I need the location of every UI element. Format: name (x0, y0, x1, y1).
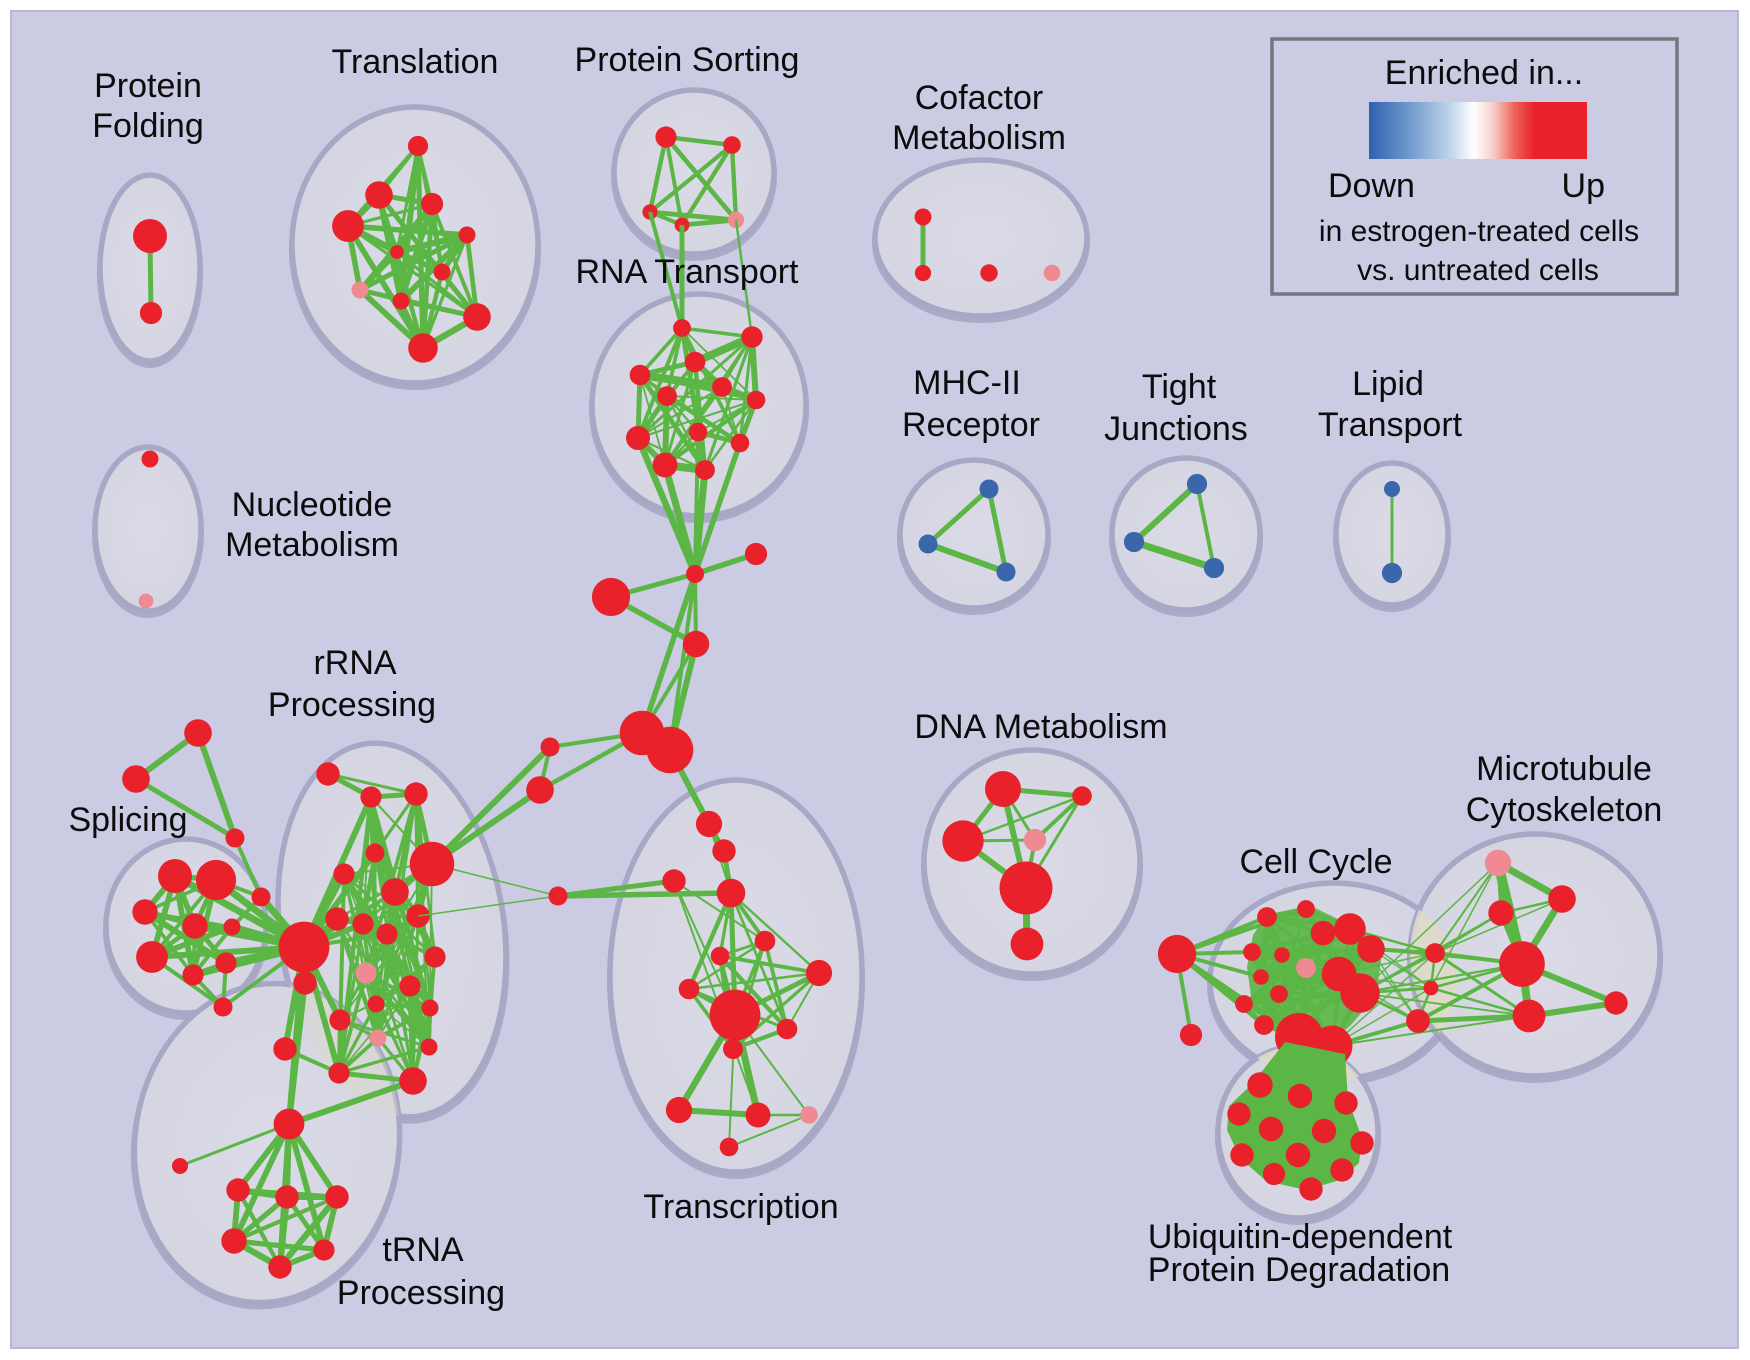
svg-text:Down: Down (1328, 167, 1415, 205)
svg-text:Protein Degradation: Protein Degradation (1148, 1251, 1450, 1289)
svg-text:Junctions: Junctions (1104, 410, 1248, 448)
svg-text:Cytoskeleton: Cytoskeleton (1466, 791, 1663, 829)
svg-text:Receptor: Receptor (902, 406, 1040, 444)
svg-text:Metabolism: Metabolism (892, 119, 1066, 157)
svg-text:Enriched in...: Enriched in... (1385, 54, 1583, 92)
svg-text:vs. untreated cells: vs. untreated cells (1357, 254, 1599, 287)
svg-text:Cell Cycle: Cell Cycle (1239, 843, 1392, 881)
svg-text:tRNA: tRNA (382, 1231, 464, 1269)
svg-text:Protein: Protein (94, 67, 202, 105)
svg-text:Transport: Transport (1318, 406, 1463, 444)
svg-text:Nucleotide: Nucleotide (232, 486, 393, 524)
svg-text:Folding: Folding (92, 107, 204, 145)
svg-text:Metabolism: Metabolism (225, 526, 399, 564)
svg-text:Cofactor: Cofactor (915, 79, 1044, 117)
svg-text:Transcription: Transcription (643, 1188, 838, 1226)
svg-text:Protein Sorting: Protein Sorting (575, 41, 800, 79)
svg-text:DNA Metabolism: DNA Metabolism (914, 708, 1167, 746)
svg-text:Microtubule: Microtubule (1476, 750, 1652, 788)
svg-text:Splicing: Splicing (68, 801, 187, 839)
svg-text:Translation: Translation (332, 43, 499, 81)
svg-text:MHC-II: MHC-II (913, 364, 1021, 402)
svg-text:Processing: Processing (337, 1274, 505, 1312)
svg-text:Processing: Processing (268, 686, 436, 724)
svg-text:in estrogen-treated cells: in estrogen-treated cells (1319, 215, 1639, 248)
svg-text:rRNA: rRNA (313, 644, 396, 682)
svg-text:Tight: Tight (1142, 368, 1217, 406)
svg-text:Lipid: Lipid (1352, 365, 1424, 403)
svg-text:RNA Transport: RNA Transport (576, 253, 800, 291)
svg-text:Ubiquitin-dependent: Ubiquitin-dependent (1148, 1218, 1453, 1256)
svg-text:Up: Up (1562, 167, 1605, 205)
